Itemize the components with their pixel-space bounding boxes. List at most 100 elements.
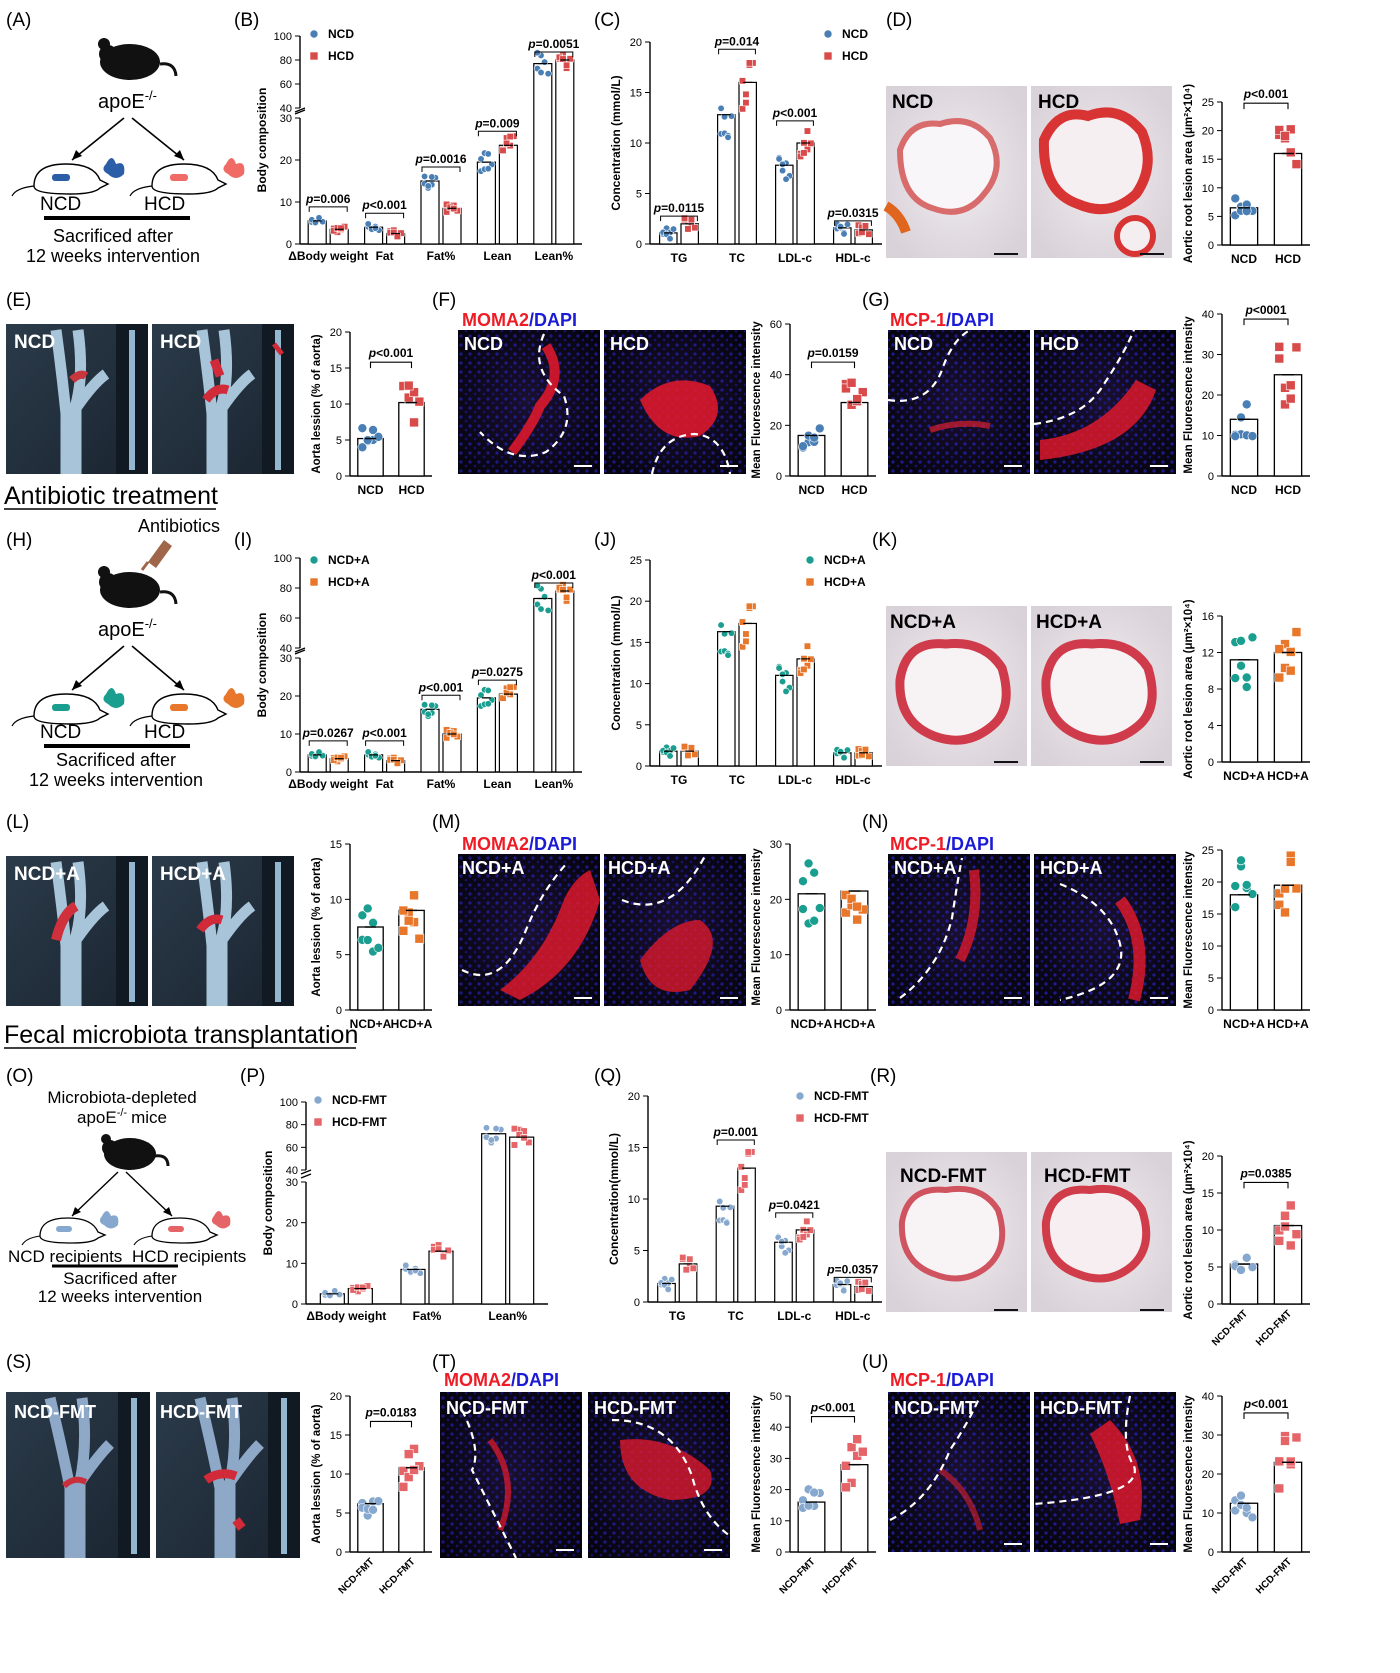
y-axis-title: Body composition xyxy=(261,1151,275,1256)
fluo-n: MCP-1/DAPI NCD+A HCD+A xyxy=(888,834,1176,1006)
data-point xyxy=(544,70,552,78)
data-point xyxy=(357,442,368,453)
data-point xyxy=(745,59,753,67)
data-point xyxy=(666,235,674,243)
data-point xyxy=(1291,342,1302,353)
data-point xyxy=(477,155,485,163)
white-mouse-icon xyxy=(129,163,228,197)
image-label: NCD xyxy=(894,334,933,354)
y-tick-label: 15 xyxy=(330,363,342,375)
y-tick-label: 5 xyxy=(636,720,642,732)
panel-letter: (A) xyxy=(6,10,31,31)
data-point xyxy=(1247,889,1258,899)
image-label: NCD xyxy=(14,332,55,353)
nuclei-layer xyxy=(440,1392,582,1558)
x-tick-label: LDL-c xyxy=(778,773,812,787)
x-tick-label: TC xyxy=(728,1309,744,1323)
data-point xyxy=(727,112,736,120)
x-tick-label: NCD xyxy=(1231,252,1257,266)
data-point xyxy=(1230,902,1241,912)
data-point xyxy=(309,577,319,587)
data-point xyxy=(398,1466,409,1476)
y-tick-label: 15 xyxy=(1202,1188,1214,1200)
y-axis-title: Mean Fluorescence intensity xyxy=(1183,1395,1195,1553)
y-tick-label: 20 xyxy=(280,691,292,703)
data-point xyxy=(664,1285,672,1293)
lesion-spot xyxy=(69,370,89,383)
histology-r: NCD-FMT HCD-FMT xyxy=(886,1152,1172,1312)
y-tick-label: 10 xyxy=(1202,183,1214,195)
data-point xyxy=(809,1487,819,1498)
y-tick-label: 5 xyxy=(636,189,642,201)
p-value-label: p<0.001 xyxy=(772,106,818,120)
y-tick-label: 0 xyxy=(286,239,292,251)
x-tick-label: TG xyxy=(669,1309,686,1323)
marker-signal xyxy=(500,870,600,1000)
x-tick-label: TG xyxy=(671,251,688,265)
vessel-outline xyxy=(1114,215,1156,257)
data-point xyxy=(687,216,695,224)
data-point xyxy=(795,1091,805,1101)
p-value-label: p=0.0115 xyxy=(653,201,705,215)
data-point xyxy=(403,380,414,391)
data-point xyxy=(775,155,783,163)
marker-signal xyxy=(640,920,713,992)
y-tick-label: 0 xyxy=(776,1005,782,1017)
data-point xyxy=(506,133,514,141)
data-point xyxy=(484,150,492,158)
data-point xyxy=(566,585,574,594)
p-value-label: p<0.001 xyxy=(1243,1397,1289,1411)
y-tick-label: 10 xyxy=(630,138,642,150)
y-axis-title: Body composition xyxy=(255,613,269,718)
data-point xyxy=(691,750,699,758)
p-value-label: p=0.0385 xyxy=(1239,1166,1291,1180)
data-point xyxy=(503,689,511,697)
panel-letter: (C) xyxy=(594,10,620,31)
data-point xyxy=(745,602,753,610)
p-value-label: p=0.0183 xyxy=(364,1405,416,1419)
data-point xyxy=(1291,627,1302,637)
sacrifice-line1: Sacrificed after xyxy=(63,1269,177,1288)
group-right: HCD xyxy=(144,722,185,743)
aortic-root-outline xyxy=(1041,1185,1151,1283)
legend-label: HCD+A xyxy=(824,575,866,589)
fluo-u: MCP-1/DAPI NCD-FMT HCD-FMT xyxy=(888,1370,1176,1552)
y-tick-label: 5 xyxy=(336,435,342,447)
chart-f: 0 20 40 60 Mean Fluorescence intensity NCD HCD… xyxy=(751,319,876,497)
panel-letter: (H) xyxy=(6,530,32,551)
x-tick-label: Lean xyxy=(483,777,511,791)
y-axis-title: Aortic root lesion area (μm²×10⁴) xyxy=(1183,84,1195,263)
data-point xyxy=(798,876,808,887)
x-tick-label: ΔBody weight xyxy=(288,249,368,263)
x-tick-label: Fat xyxy=(376,777,394,791)
boundary-line xyxy=(461,1409,517,1559)
p-value-label: p=0.0421 xyxy=(768,1198,820,1212)
axis-break xyxy=(294,647,306,653)
arrow-left xyxy=(71,117,125,161)
data-point xyxy=(1241,1253,1252,1263)
x-tick-label: HCD xyxy=(399,483,425,497)
data-point xyxy=(544,606,552,614)
significance-bracket xyxy=(477,679,517,686)
bar xyxy=(555,59,575,245)
y-tick-label: 15 xyxy=(628,1143,640,1155)
y-tick-label: 40 xyxy=(770,370,782,382)
data-point xyxy=(1274,1456,1285,1467)
data-point xyxy=(1291,883,1302,894)
data-point xyxy=(727,629,736,637)
group-left: NCD recipients xyxy=(8,1247,122,1266)
data-point xyxy=(390,228,398,236)
chart-m: 0 10 20 30 Mean Fluorescence intensity NCD+A H… xyxy=(751,839,876,1031)
nuclei-layer xyxy=(888,330,1030,474)
significance-bracket xyxy=(810,1416,856,1423)
x-tick-label: HCD-FMT xyxy=(378,1556,418,1596)
data-point xyxy=(1285,380,1296,391)
arrow-left xyxy=(71,1171,119,1217)
data-point xyxy=(1247,1262,1258,1272)
significance-bracket xyxy=(534,582,574,588)
data-point xyxy=(313,1117,323,1127)
x-tick-label: HCD-FMT xyxy=(1254,1308,1294,1348)
image-label: HCD-FMT xyxy=(160,1402,242,1422)
data-point xyxy=(1280,131,1290,141)
chart-l: 0 5 10 15 Aorta lession (% of aorta) NCD+A HCD… xyxy=(311,839,433,1031)
